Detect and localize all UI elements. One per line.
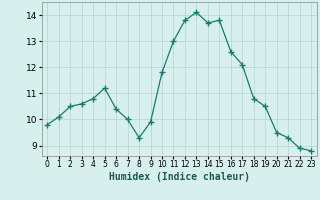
X-axis label: Humidex (Indice chaleur): Humidex (Indice chaleur) xyxy=(109,172,250,182)
